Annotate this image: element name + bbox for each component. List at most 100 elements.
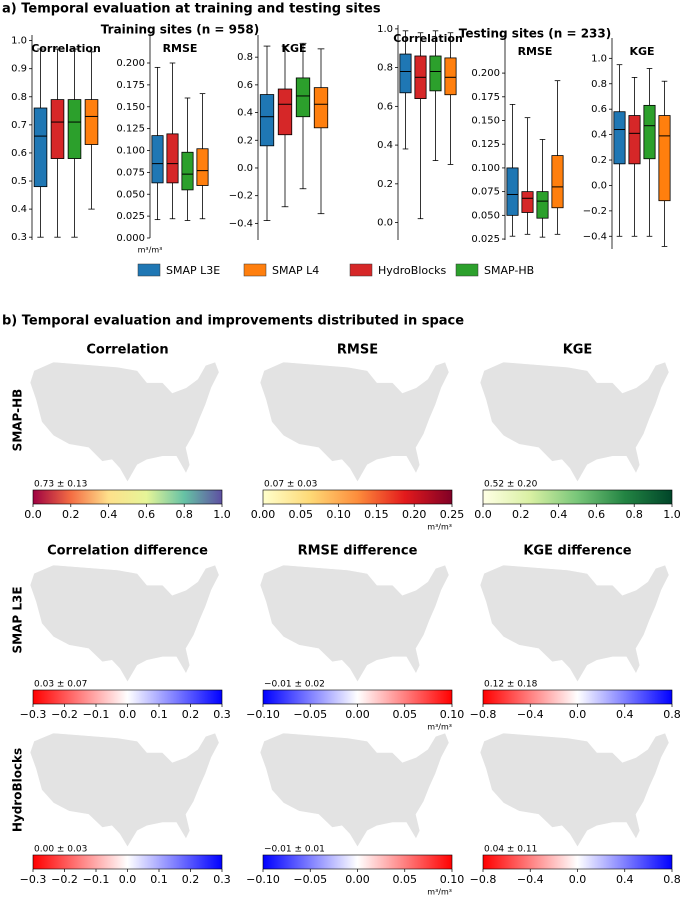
- y-tick-label: 0.175: [116, 80, 145, 91]
- colorbar-tick-label: 0.0: [119, 873, 137, 886]
- box: [551, 155, 564, 209]
- colorbar-tick-label: 0.15: [364, 508, 389, 521]
- y-tick-label: 0.150: [471, 116, 500, 127]
- colorbar-tick-label: −0.10: [246, 873, 280, 886]
- box: [643, 104, 656, 160]
- colorbar-tick-label: 0.25: [440, 508, 465, 521]
- y-tick-label: 0.0: [591, 180, 607, 191]
- stat-label: 0.12 ± 0.18: [484, 680, 538, 690]
- us-map: [259, 732, 450, 848]
- y-tick-label: 0.7: [11, 120, 27, 131]
- colorbar-tick-label: 0.05: [393, 708, 418, 721]
- y-tick-label: 0.8: [11, 92, 27, 103]
- colorbar-tick-label: 0.10: [326, 508, 351, 521]
- us-map: [29, 564, 220, 683]
- y-tick-label: 0.200: [116, 58, 145, 69]
- colorbar-tick-label: 0.6: [138, 508, 156, 521]
- y-tick-label: 0.150: [116, 102, 145, 113]
- legend-label: SMAP L4: [272, 264, 319, 277]
- box: [658, 115, 671, 202]
- colorbar: [482, 854, 673, 870]
- y-tick-label: 0.8: [591, 79, 607, 90]
- row-label: SMAP-HB: [11, 389, 25, 452]
- y-tick-label: 0.100: [116, 146, 145, 157]
- box: [196, 148, 209, 186]
- box: [536, 191, 549, 219]
- chart-title: Correlation: [393, 32, 463, 45]
- colorbar: [32, 689, 223, 705]
- y-tick-label: 0.4: [377, 140, 393, 151]
- colorbar-tick-label: 0.1: [150, 708, 168, 721]
- colorbar-tick-label: 0.3: [213, 873, 231, 886]
- colorbar-tick-label: −0.1: [83, 873, 110, 886]
- map-title: Correlation difference: [47, 544, 208, 559]
- stat-label: −0.01 ± 0.01: [264, 845, 325, 855]
- colorbar-tick-label: 0.4: [100, 508, 118, 521]
- colorbar-tick-label: 0.8: [175, 508, 193, 521]
- colorbar-tick-label: 0.3: [213, 708, 231, 721]
- colorbar-tick-label: 0.0: [569, 708, 587, 721]
- colorbar-tick-label: 0.00: [345, 873, 370, 886]
- box: [313, 87, 329, 129]
- colorbar-tick-label: 0.0: [119, 708, 137, 721]
- y-tick-label: 0.3: [11, 232, 27, 243]
- box: [277, 88, 293, 136]
- box: [399, 53, 412, 94]
- y-tick-label: 0.200: [471, 68, 500, 79]
- box: [295, 77, 311, 118]
- colorbar-tick-label: −0.1: [83, 708, 110, 721]
- legend-swatch: [349, 263, 373, 277]
- y-tick-label: 0.125: [116, 124, 145, 135]
- y-tick-label: −0.2: [583, 206, 607, 217]
- y-tick-label: −0.4: [583, 231, 607, 242]
- us-map: [259, 361, 450, 483]
- y-tick-label: 0.4: [591, 130, 607, 141]
- us-map: [479, 732, 670, 848]
- y-tick-label: 0.000: [116, 233, 145, 244]
- unit-label: m³/m³: [138, 246, 163, 255]
- legend-label: SMAP-HB: [484, 264, 534, 277]
- colorbar-tick-label: 0.2: [182, 708, 200, 721]
- y-tick-label: 0.6: [11, 148, 27, 159]
- colorbar-tick-label: 0.8: [663, 708, 681, 721]
- colorbar-tick-label: 0.6: [588, 508, 606, 521]
- colorbar: [482, 689, 673, 705]
- colorbar-tick-label: 1.0: [663, 508, 681, 521]
- colorbar-tick-label: 0.10: [440, 873, 465, 886]
- colorbar-tick-label: 0.0: [24, 508, 42, 521]
- colorbar-tick-label: 0.0: [569, 873, 587, 886]
- colorbar-tick-label: −0.2: [51, 708, 78, 721]
- legend-label: SMAP L3E: [166, 264, 220, 277]
- colorbar-tick-label: −0.8: [470, 873, 497, 886]
- colorbar-tick-label: 0.2: [62, 508, 80, 521]
- us-map: [259, 564, 450, 683]
- colorbar-tick-label: −0.3: [20, 708, 47, 721]
- legend-swatch: [455, 263, 479, 277]
- legend-label: HydroBlocks: [378, 264, 447, 277]
- y-tick-label: 0.4: [237, 108, 253, 119]
- y-tick-label: 0.5: [11, 176, 27, 187]
- box: [166, 133, 179, 184]
- y-tick-label: 0.050: [116, 189, 145, 200]
- colorbar-tick-label: −0.4: [517, 708, 544, 721]
- colorbar: [482, 489, 673, 505]
- unit-label: m³/m³: [427, 523, 452, 532]
- y-tick-label: 1.0: [591, 53, 607, 64]
- colorbar-tick-label: 0.8: [663, 873, 681, 886]
- colorbar-tick-label: 0.00: [345, 708, 370, 721]
- y-tick-label: 0.6: [237, 80, 253, 91]
- map-title: KGE difference: [523, 544, 631, 559]
- stat-label: 0.04 ± 0.11: [484, 845, 537, 855]
- y-tick-label: 0.075: [116, 167, 145, 178]
- colorbar: [262, 854, 453, 870]
- map-title: KGE: [563, 343, 593, 358]
- box: [181, 151, 194, 191]
- stat-label: 0.07 ± 0.03: [264, 480, 317, 490]
- testing-title: Testing sites (n = 233): [459, 27, 611, 41]
- chart-title: KGE: [281, 42, 306, 55]
- y-tick-label: 0.2: [237, 135, 253, 146]
- colorbar-tick-label: 0.00: [251, 508, 276, 521]
- y-tick-label: −0.2: [229, 191, 253, 202]
- us-map: [479, 361, 670, 483]
- y-tick-label: 0.8: [237, 52, 253, 63]
